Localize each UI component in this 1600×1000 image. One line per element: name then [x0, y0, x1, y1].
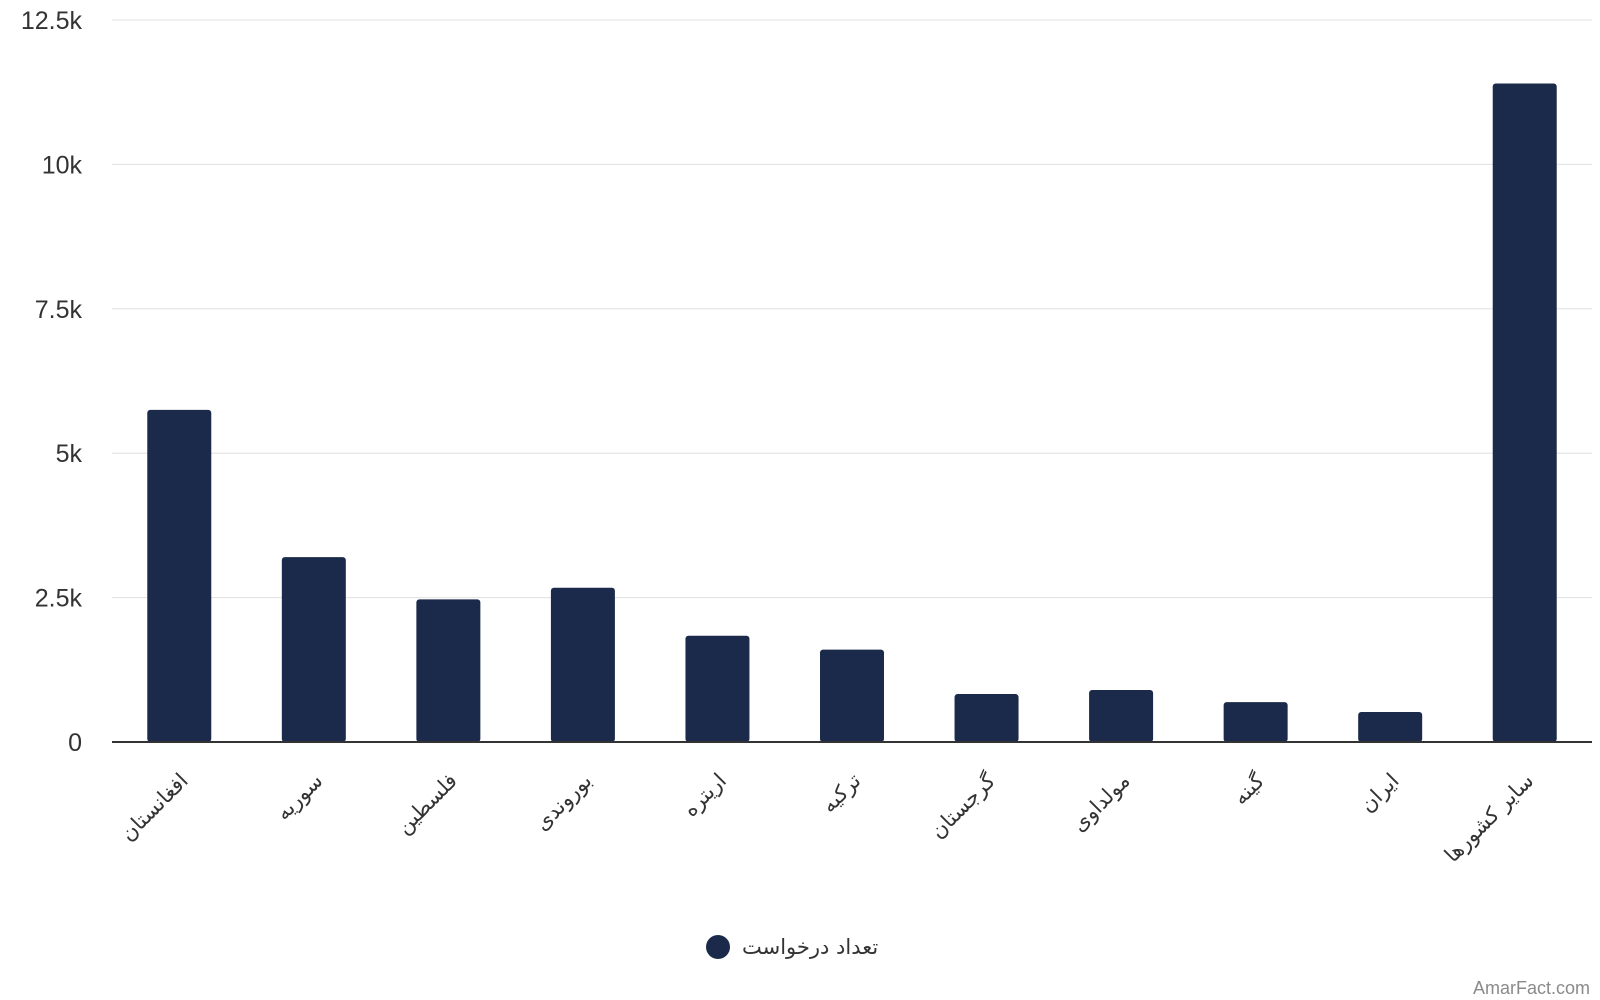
x-tick-label: افغانستان [116, 769, 193, 846]
bar[interactable] [820, 649, 884, 742]
bar[interactable] [1089, 690, 1154, 742]
x-tick-label: سوریه [271, 769, 327, 825]
x-tick-label: گینه [1228, 769, 1269, 810]
bar[interactable] [281, 557, 346, 742]
bar[interactable] [550, 587, 615, 742]
x-tick-label: سایر کشورها [1440, 769, 1538, 867]
y-tick-label: 7.5k [35, 296, 83, 324]
y-tick-label: 2.5k [35, 585, 83, 613]
bar[interactable] [1223, 702, 1288, 742]
legend[interactable]: تعداد درخواست [706, 935, 878, 959]
legend-marker [706, 935, 730, 959]
y-tick-label: 0 [68, 729, 82, 757]
y-tick-label: 10k [42, 151, 83, 179]
bar[interactable] [416, 599, 481, 742]
x-tick-label: بوروندی [530, 769, 597, 836]
watermark: AmarFact.com [1473, 978, 1590, 998]
x-tick-label: ترکیه [817, 768, 866, 817]
bar[interactable] [954, 694, 1019, 742]
y-tick-label: 5k [56, 440, 83, 468]
bar[interactable] [1492, 83, 1557, 742]
legend-label: تعداد درخواست [742, 935, 878, 959]
bar[interactable] [685, 635, 750, 742]
x-tick-label: ایران [1355, 769, 1403, 817]
x-tick-label: فلسطین [392, 769, 462, 839]
grid-lines [112, 19, 1592, 599]
x-tick-label: گرجستان [926, 769, 1001, 844]
x-axis-ticks: افغانستان سوریه فلسطین بوروندی اریتره ترکیه گر… [116, 768, 1539, 867]
x-tick-label: اریتره [678, 769, 731, 822]
y-axis-ticks: 0 2.5k 5k 7.5k 10k 12.5k [21, 7, 83, 757]
bar[interactable] [1358, 711, 1423, 742]
bars [147, 83, 1557, 742]
y-tick-label: 12.5k [21, 7, 83, 35]
x-tick-label: مولداوی [1067, 769, 1135, 837]
bar[interactable] [147, 409, 212, 742]
